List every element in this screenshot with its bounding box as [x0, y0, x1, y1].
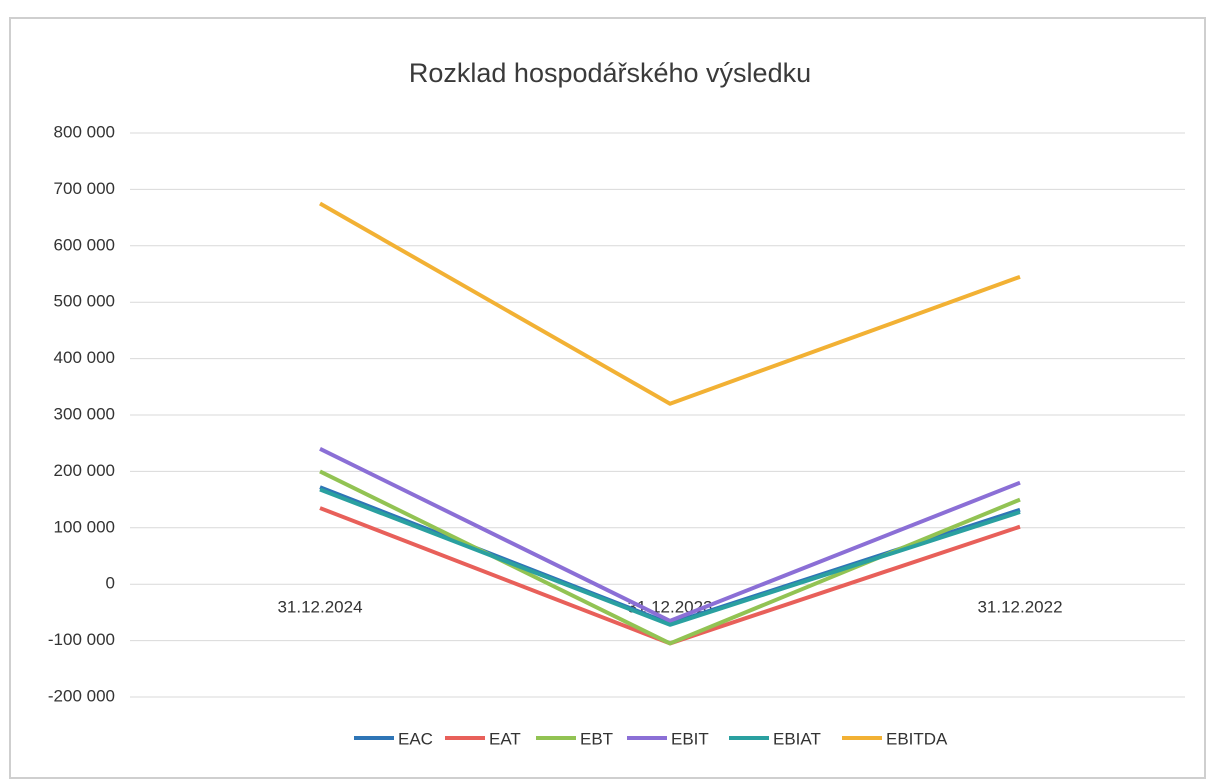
legend-label: EAT: [489, 729, 521, 748]
y-tick-label: -200 000: [48, 686, 115, 705]
y-tick-label: 400 000: [54, 348, 115, 367]
chart-frame: [9, 17, 1206, 779]
y-tick-label: 600 000: [54, 235, 115, 254]
y-tick-label: 200 000: [54, 461, 115, 480]
y-tick-label: 700 000: [54, 179, 115, 198]
y-tick-label: 500 000: [54, 292, 115, 311]
legend-label: EBIAT: [773, 729, 821, 748]
x-tick-label: 31.12.2022: [977, 598, 1062, 617]
series-line: [319, 487, 1021, 627]
series-line: [319, 201, 1021, 406]
legend-label: EBITDA: [886, 729, 948, 748]
x-tick-label: 31.12.2024: [277, 598, 362, 617]
series-line: [319, 447, 1021, 623]
legend-label: EAC: [398, 729, 433, 748]
y-tick-label: 800 000: [54, 122, 115, 141]
legend-label: EBT: [580, 729, 613, 748]
legend-label: EBIT: [671, 729, 709, 748]
y-tick-label: 300 000: [54, 404, 115, 423]
chart-title: Rozklad hospodářského výsledku: [409, 58, 811, 88]
y-tick-label: -100 000: [48, 630, 115, 649]
y-tick-label: 100 000: [54, 517, 115, 536]
y-tick-label: 0: [106, 574, 115, 593]
